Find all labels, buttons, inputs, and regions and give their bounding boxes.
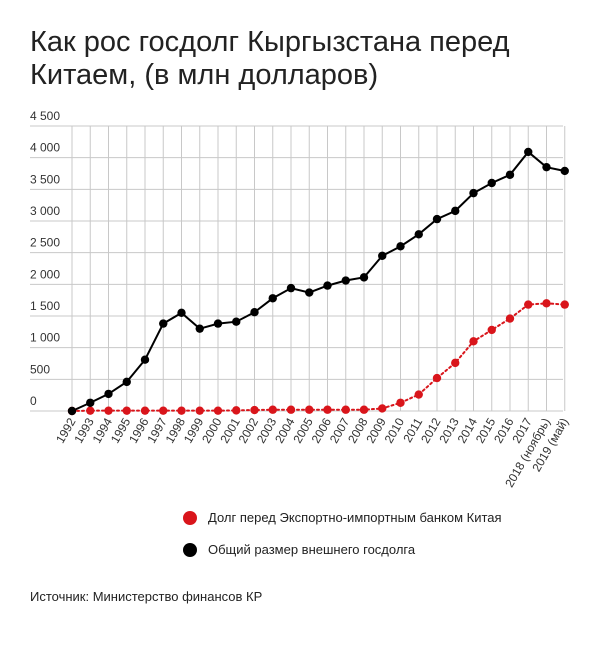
data-point-china bbox=[432, 373, 442, 383]
series-points bbox=[67, 147, 569, 416]
data-point-total bbox=[268, 294, 277, 303]
data-point-total bbox=[396, 242, 405, 251]
legend-label-total: Общий размер внешнего госдолга bbox=[208, 542, 416, 557]
data-point-china bbox=[396, 398, 405, 407]
data-point-total bbox=[104, 389, 113, 399]
y-tick-label: 3 000 bbox=[30, 204, 60, 218]
data-point-china bbox=[122, 406, 131, 415]
legend-marker-total bbox=[183, 542, 197, 557]
chart-grid bbox=[30, 125, 566, 412]
data-point-china bbox=[469, 337, 478, 346]
data-point-total bbox=[286, 283, 296, 293]
legend-marker-china bbox=[183, 510, 197, 525]
data-point-china bbox=[378, 404, 387, 413]
y-tick-label: 500 bbox=[30, 362, 50, 376]
y-axis-ticks: 0 500 1 000 1 500 2 000 2 500 3 000 3 500 4 000 4… bbox=[30, 109, 60, 408]
data-point-china bbox=[268, 405, 277, 414]
data-point-total bbox=[140, 355, 150, 364]
data-point-total bbox=[86, 398, 95, 407]
data-point-china bbox=[305, 405, 314, 414]
data-point-china bbox=[524, 300, 533, 309]
data-point-china bbox=[323, 405, 332, 414]
data-point-china bbox=[177, 406, 186, 415]
data-point-total bbox=[542, 162, 551, 172]
data-point-total bbox=[451, 206, 460, 216]
data-point-total bbox=[232, 317, 241, 326]
data-point-total bbox=[177, 308, 186, 318]
source-note: Источник: Министерство финансов КР bbox=[30, 589, 263, 604]
y-tick-label: 2 000 bbox=[30, 267, 60, 281]
data-point-total bbox=[159, 319, 168, 328]
data-point-china bbox=[250, 405, 259, 415]
legend-label-china: Долг перед Экспортно-импортным банком Ки… bbox=[208, 510, 502, 525]
data-point-china bbox=[159, 406, 168, 415]
y-tick-label: 2 500 bbox=[30, 236, 60, 250]
series-line-total bbox=[71, 150, 565, 412]
data-point-china bbox=[104, 406, 113, 415]
data-point-total bbox=[305, 288, 314, 297]
data-point-total bbox=[432, 214, 442, 224]
data-point-china bbox=[286, 405, 296, 414]
data-point-china bbox=[487, 325, 496, 335]
legend-item-china: Долг перед Экспортно-импортным банком Ки… bbox=[183, 510, 502, 525]
data-point-total bbox=[122, 377, 131, 387]
data-point-china bbox=[451, 358, 460, 368]
y-tick-label: 3 500 bbox=[30, 172, 60, 186]
data-point-china bbox=[359, 405, 369, 414]
y-tick-label: 4 000 bbox=[30, 141, 60, 155]
data-point-total bbox=[487, 178, 496, 188]
data-point-china bbox=[341, 405, 350, 414]
legend-item-total: Общий размер внешнего госдолга bbox=[183, 542, 415, 557]
x-tick-label: 2010 bbox=[382, 415, 408, 445]
data-point-china bbox=[560, 300, 569, 309]
data-point-china bbox=[505, 314, 515, 323]
data-point-china bbox=[542, 299, 551, 308]
line-chart: 0 500 1 000 1 500 2 000 2 500 3 000 3 500 4 000 4… bbox=[30, 109, 571, 490]
data-point-total bbox=[359, 273, 369, 282]
y-tick-label: 1 000 bbox=[30, 331, 60, 345]
data-point-total bbox=[414, 230, 423, 239]
y-tick-label: 4 500 bbox=[30, 109, 60, 123]
series-line-china bbox=[71, 302, 566, 412]
y-tick-label: 0 bbox=[30, 394, 37, 408]
chart-title: Как рос госдолг Кыргызстана перед Китаем… bbox=[30, 26, 510, 91]
x-axis-ticks: 1992199319941995199619971998199920002001… bbox=[53, 415, 571, 490]
data-point-total bbox=[469, 188, 478, 198]
data-point-total bbox=[250, 308, 259, 317]
data-point-total bbox=[67, 406, 77, 416]
data-point-total bbox=[560, 166, 569, 176]
series-lines bbox=[71, 150, 566, 412]
data-point-china bbox=[195, 406, 204, 415]
data-point-total bbox=[195, 324, 204, 333]
data-point-total bbox=[341, 276, 350, 285]
data-point-china bbox=[86, 406, 95, 415]
data-point-china bbox=[213, 406, 223, 415]
data-point-total bbox=[524, 147, 533, 157]
data-point-china bbox=[140, 406, 150, 415]
y-tick-label: 1 500 bbox=[30, 299, 60, 313]
data-point-china bbox=[414, 390, 423, 399]
data-point-total bbox=[378, 251, 387, 261]
data-point-total bbox=[505, 170, 515, 179]
data-point-china bbox=[232, 406, 241, 415]
data-point-total bbox=[323, 281, 332, 290]
data-point-total bbox=[213, 319, 223, 328]
